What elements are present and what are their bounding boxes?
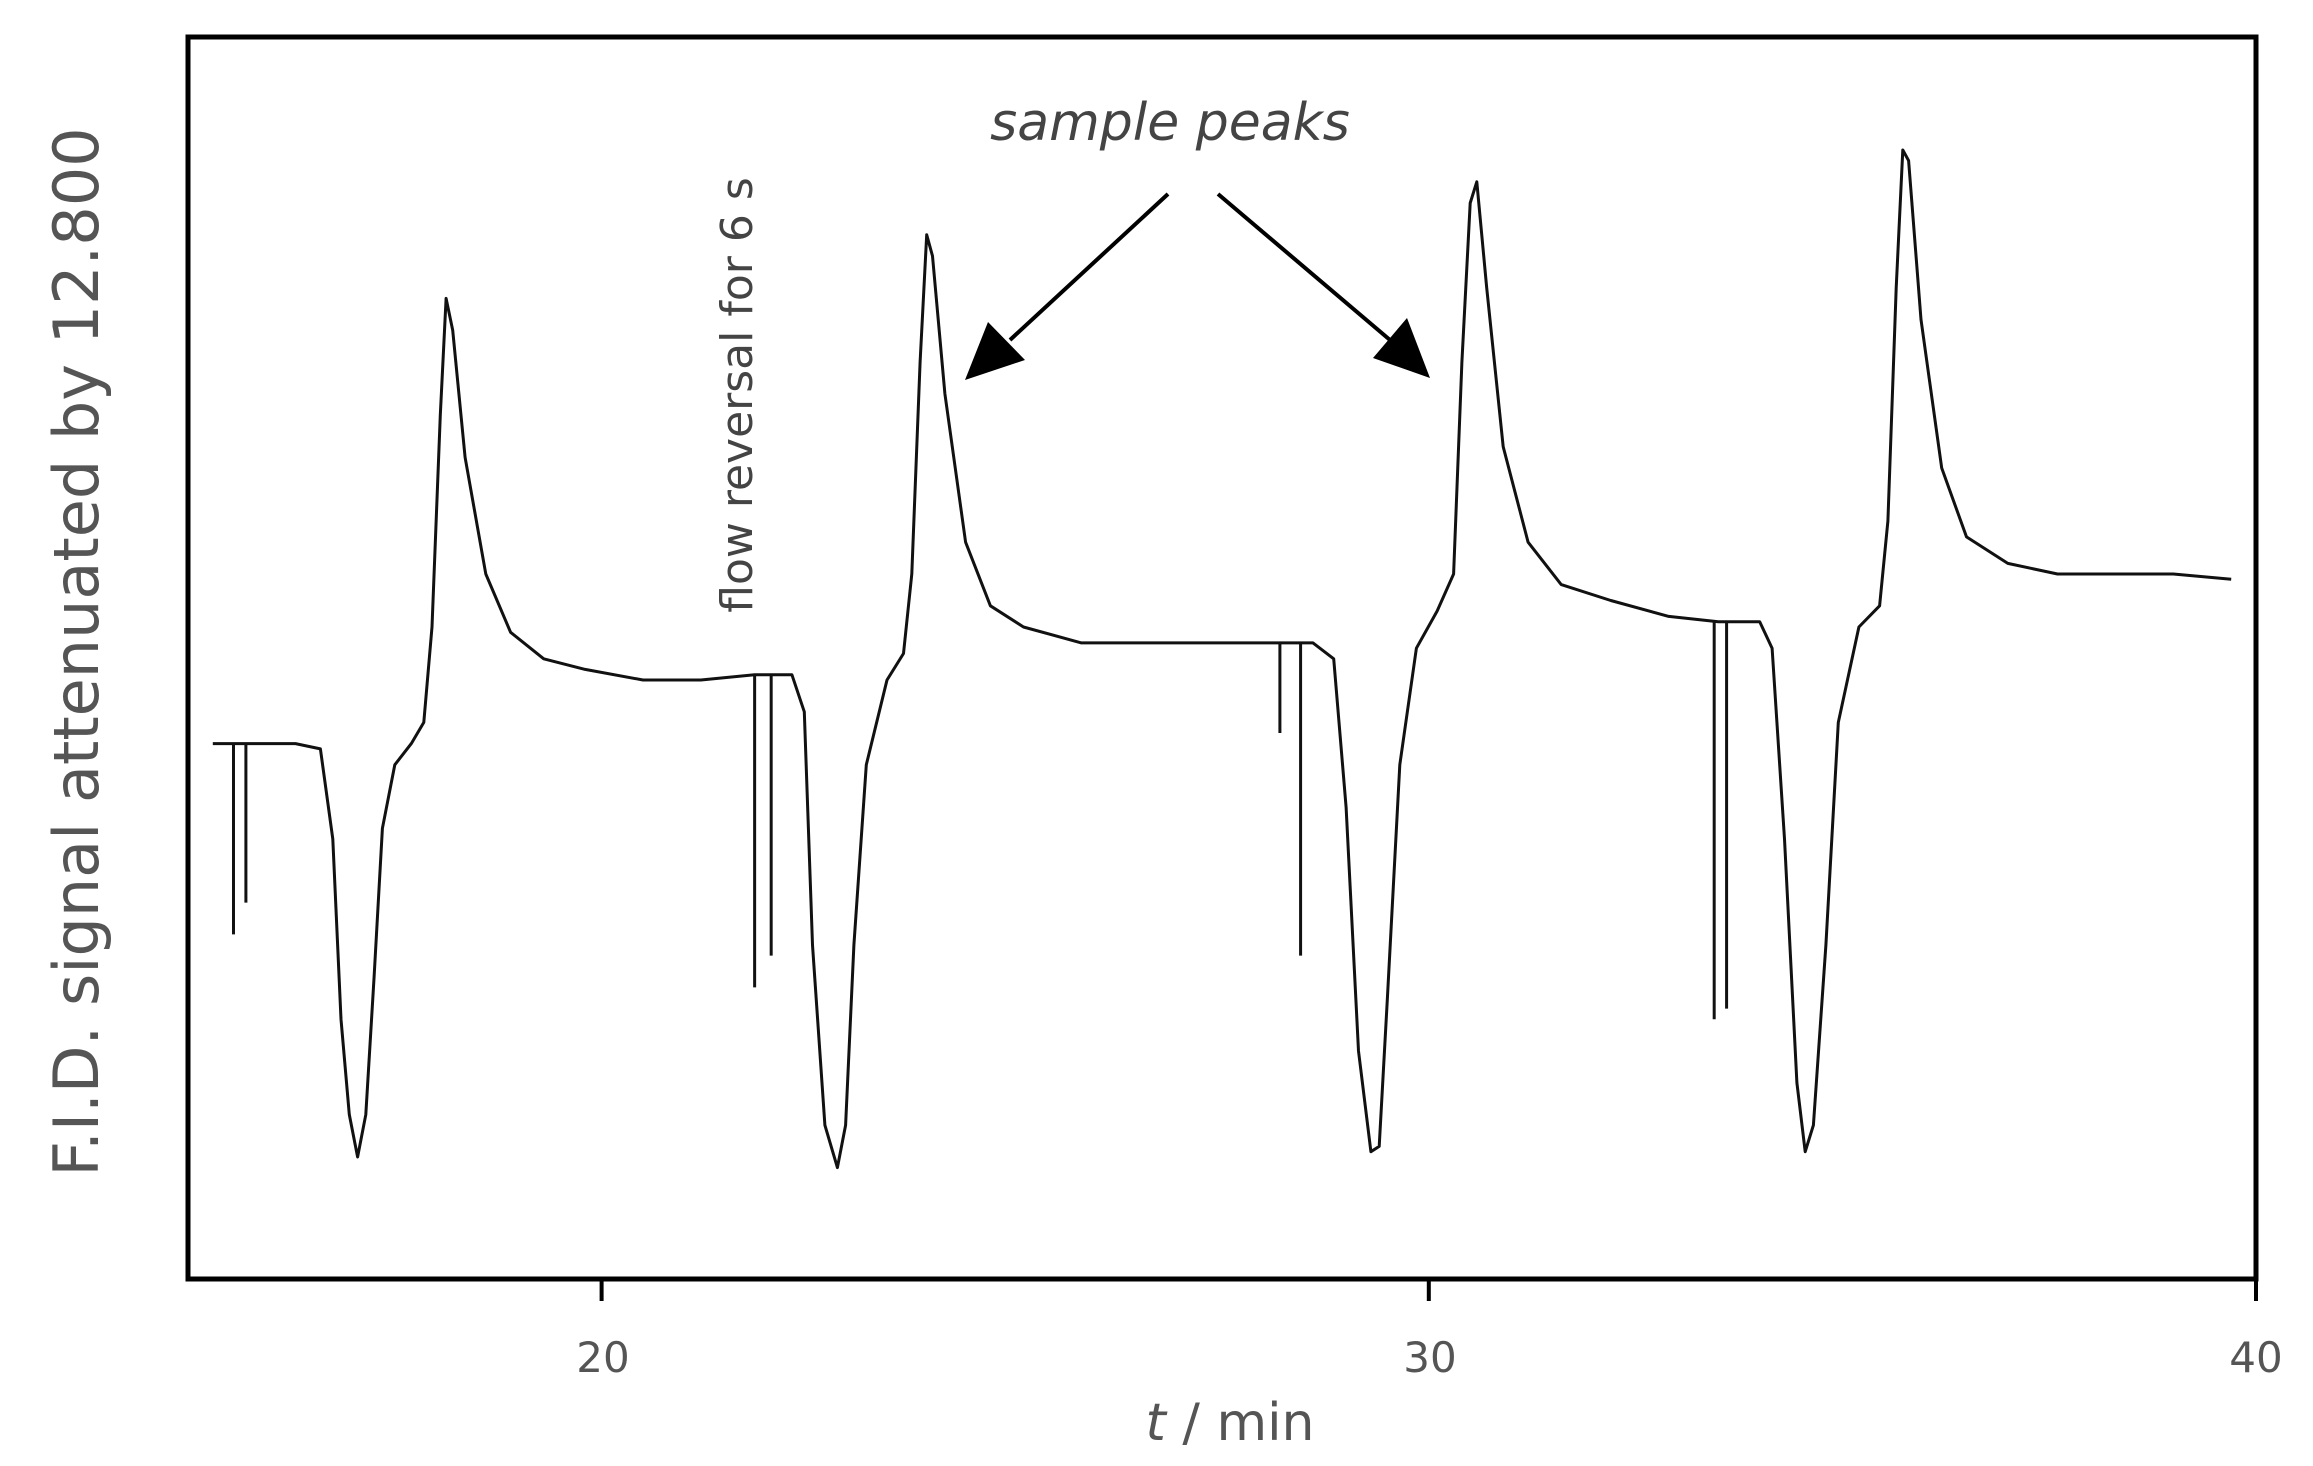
arrow-left-head — [965, 322, 1025, 380]
x-axis-label-variable: t — [1145, 1393, 1167, 1453]
tick-label-40: 40 — [2229, 1333, 2282, 1382]
tick-label-20: 20 — [576, 1333, 629, 1382]
annotation-sample-peaks: sample peaks — [990, 93, 1350, 153]
arrow-right-head — [1373, 318, 1430, 378]
x-axis-label-unit: / min — [1166, 1393, 1315, 1453]
arrow-left-shaft — [1008, 192, 1170, 342]
x-axis-label: t / min — [1145, 1393, 1314, 1453]
annotation-arrows — [965, 192, 1430, 380]
plot-frame — [185, 34, 2259, 1282]
annotation-flow-reversal: flow reversal for 6 s — [712, 177, 763, 613]
y-axis-label: F.I.D. signal attenuated by 12.800 — [40, 127, 113, 1176]
fid-signal-trace — [212, 148, 2232, 1170]
arrow-right-shaft — [1216, 192, 1392, 342]
flow-reversal-spikes — [231, 621, 1729, 1020]
tick-label-30: 30 — [1403, 1333, 1456, 1382]
x-axis-ticks — [599, 1279, 2258, 1301]
